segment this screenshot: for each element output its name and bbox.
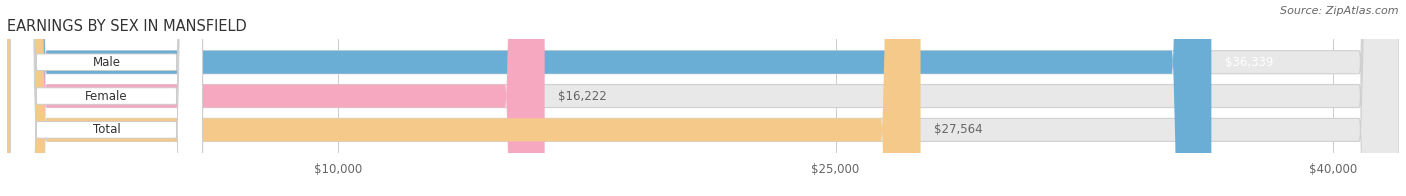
FancyBboxPatch shape — [7, 0, 1399, 196]
Text: Female: Female — [86, 90, 128, 103]
FancyBboxPatch shape — [10, 0, 202, 196]
Text: Male: Male — [93, 56, 121, 69]
FancyBboxPatch shape — [7, 0, 1399, 196]
Text: $36,339: $36,339 — [1225, 56, 1272, 69]
Text: Source: ZipAtlas.com: Source: ZipAtlas.com — [1281, 6, 1399, 16]
Text: Total: Total — [93, 123, 121, 136]
FancyBboxPatch shape — [10, 0, 202, 196]
Text: $16,222: $16,222 — [558, 90, 606, 103]
FancyBboxPatch shape — [7, 0, 1399, 196]
Text: EARNINGS BY SEX IN MANSFIELD: EARNINGS BY SEX IN MANSFIELD — [7, 19, 247, 34]
Text: $27,564: $27,564 — [934, 123, 983, 136]
FancyBboxPatch shape — [7, 0, 1212, 196]
FancyBboxPatch shape — [10, 0, 202, 196]
FancyBboxPatch shape — [7, 0, 544, 196]
FancyBboxPatch shape — [7, 0, 921, 196]
